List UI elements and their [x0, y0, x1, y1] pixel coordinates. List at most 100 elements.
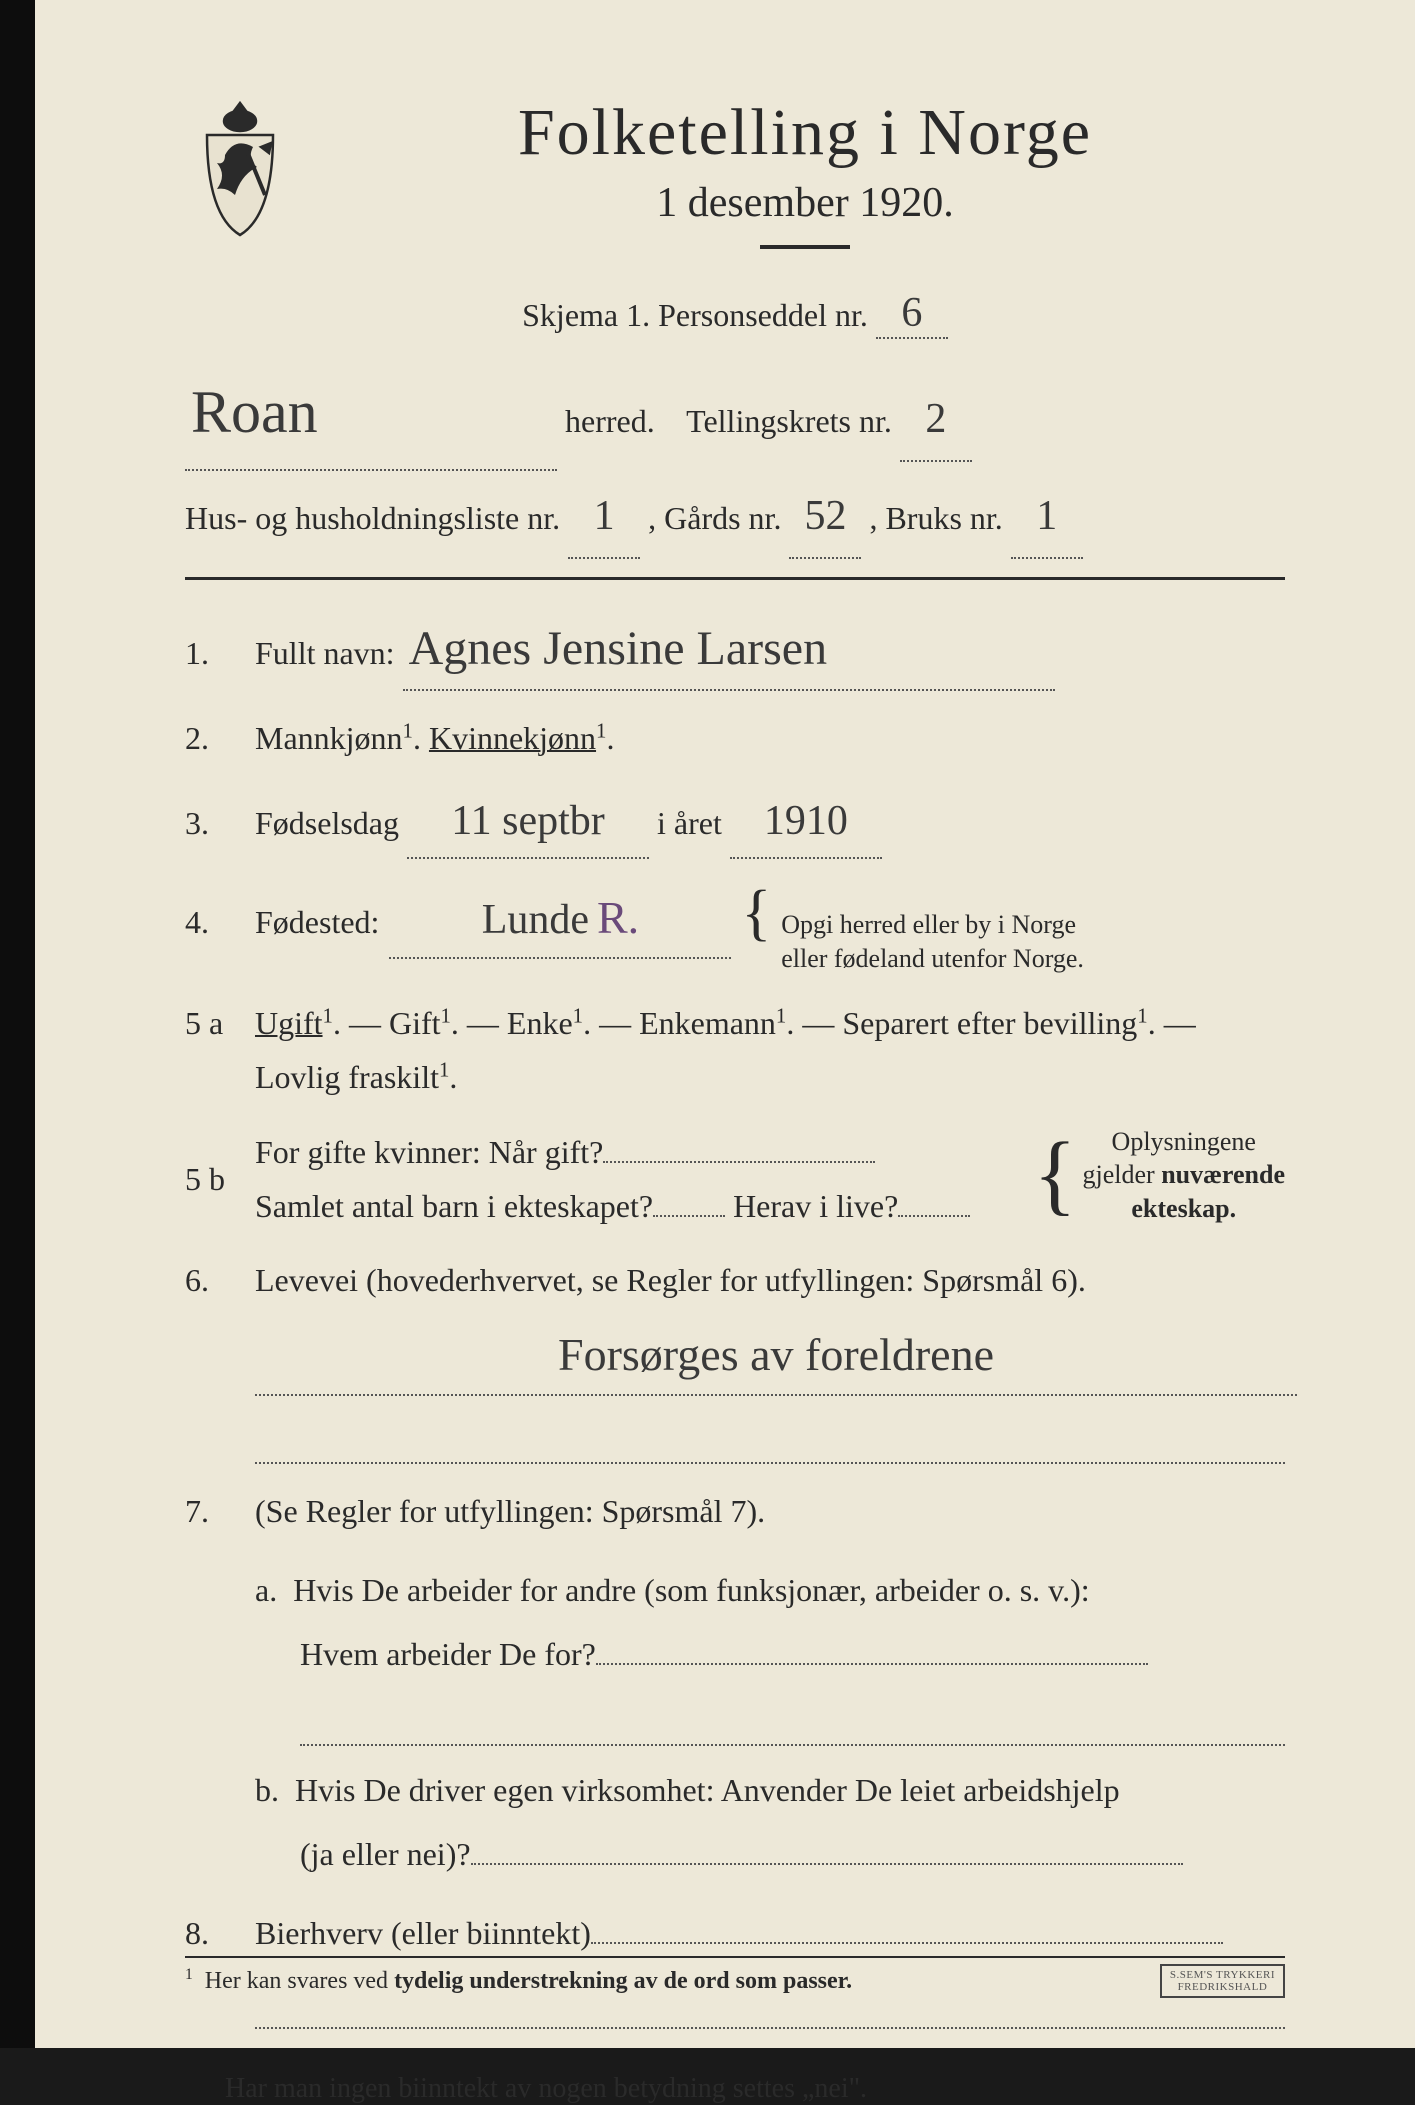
brace-icon: {	[741, 895, 771, 932]
q7a-line2	[300, 1698, 1285, 1746]
husliste-label: Hus- og husholdningsliste nr.	[185, 500, 560, 536]
q5a-enke: Enke	[507, 1005, 573, 1041]
person-nr-field: 6	[876, 289, 948, 339]
q7b-label: b.	[255, 1772, 279, 1808]
gards-label: , Gårds nr.	[648, 500, 781, 536]
q6-field: Forsørges av foreldrene	[255, 1316, 1297, 1396]
q7-label: (Se Regler for utfyllingen: Spørsmål 7).	[255, 1493, 765, 1529]
skjema-line: Skjema 1. Personseddel nr. 6	[185, 289, 1285, 339]
q1-field: Agnes Jensine Larsen	[403, 608, 1055, 692]
q4-num: 4.	[185, 895, 255, 949]
q5a-separert: Separert efter bevilling	[842, 1005, 1137, 1041]
footnote-text: 1 Her kan svares ved tydelig understrekn…	[185, 1966, 852, 1995]
title-block: Folketelling i Norge 1 desember 1920.	[325, 95, 1285, 279]
q5b-l1: For gifte kvinner: Når gift?	[255, 1134, 603, 1170]
brace-icon: {	[1033, 1148, 1076, 1202]
q7a-l2: Hvem arbeider De for?	[300, 1636, 596, 1672]
q3-day-field: 11 septbr	[407, 786, 649, 859]
tellingskrets-nr: 2	[925, 380, 946, 460]
q4-row: 4. Fødested: Lunde R. { Opgi herred elle…	[185, 879, 1285, 976]
stamp-l1: S.SEM'S TRYKKERI	[1170, 1969, 1275, 1981]
q5b-note-l2: gjelder nuværende	[1083, 1160, 1285, 1189]
q7b-l1: Hvis De driver egen virksomhet: Anvender…	[295, 1772, 1120, 1808]
q3-label-a: Fødselsdag	[255, 805, 399, 841]
q7a-l1: Hvis De arbeider for andre (som funksjon…	[293, 1572, 1089, 1608]
footnote-marker: 1	[185, 1966, 193, 1983]
q2-row: 2. Mannkjønn1. Kvinnekjønn1.	[185, 711, 1285, 765]
stamp-l2: FREDRIKSHALD	[1178, 1981, 1268, 1993]
q8-row: 8. Bierhverv (eller biinntekt)	[185, 1906, 1285, 1960]
q7-num: 7.	[185, 1484, 255, 1538]
q8-field	[591, 1942, 1223, 1944]
husliste-line: Hus- og husholdningsliste nr. 1 , Gårds …	[185, 477, 1285, 559]
q7b-block: b. Hvis De driver egen virksomhet: Anven…	[255, 1758, 1285, 1886]
q4-note-l2: eller fødeland utenfor Norge.	[781, 944, 1084, 973]
q5a-ugift: Ugift	[255, 1005, 323, 1041]
q1-num: 1.	[185, 626, 255, 680]
q1-value: Agnes Jensine Larsen	[409, 608, 828, 690]
herred-suffix: herred.	[565, 403, 655, 439]
q2-num: 2.	[185, 711, 255, 765]
gards-nr: 52	[804, 477, 846, 557]
herred-field: Roan	[185, 355, 557, 471]
q6-label: Levevei (hovederhvervet, se Regler for u…	[255, 1262, 1086, 1298]
q1-label: Fullt navn:	[255, 635, 395, 671]
q5a-num: 5 a	[185, 996, 255, 1050]
q8-num: 8.	[185, 1906, 255, 1960]
husliste-nr: 1	[594, 477, 615, 557]
q5a-row: 5 a Ugift1. — Gift1. — Enke1. — Enkemann…	[185, 996, 1285, 1105]
main-title: Folketelling i Norge	[325, 95, 1285, 171]
q7-row: 7. (Se Regler for utfyllingen: Spørsmål …	[185, 1484, 1285, 1538]
coat-of-arms-icon	[185, 95, 295, 240]
q5b-note: Oplysningene gjelder nuværende ekteskap.	[1083, 1125, 1285, 1226]
q6-row: 6. Levevei (hovederhvervet, se Regler fo…	[185, 1253, 1285, 1396]
q6-value: Forsørges av foreldrene	[558, 1316, 994, 1394]
footer-text: Har man ingen biinntekt av nogen betydni…	[185, 2073, 1285, 2105]
q4-note: Opgi herred eller by i Norge eller fødel…	[781, 908, 1084, 976]
q5b-num: 5 b	[185, 1152, 255, 1206]
gards-nr-field: 52	[789, 477, 861, 559]
q7a-field	[596, 1663, 1148, 1665]
divider-1	[185, 577, 1285, 580]
q7a-label: a.	[255, 1572, 277, 1608]
tellingskrets-field: 2	[900, 380, 972, 462]
q2-mann: Mannkjønn	[255, 720, 403, 756]
q4-value: Lunde	[482, 885, 589, 956]
q6-line2	[255, 1416, 1285, 1464]
subtitle: 1 desember 1920.	[325, 179, 1285, 227]
q7a-block: a. Hvis De arbeider for andre (som funks…	[255, 1558, 1285, 1686]
q5b-note-block: { Oplysningene gjelder nuværende ekteska…	[1033, 1125, 1285, 1226]
printer-stamp: S.SEM'S TRYKKERI FREDRIKSHALD	[1160, 1964, 1285, 1998]
q5b-note-l3: ekteskap.	[1131, 1194, 1236, 1223]
herred-line: Roan herred. Tellingskrets nr. 2	[185, 355, 1285, 471]
q3-num: 3.	[185, 796, 255, 850]
q5b-row: 5 b For gifte kvinner: Når gift? { Oplys…	[185, 1125, 1285, 1234]
husliste-nr-field: 1	[568, 477, 640, 559]
q5b-l2b: Herav i live?	[733, 1188, 898, 1224]
herred-name: Roan	[191, 355, 318, 469]
footnote-bar: 1 Her kan svares ved tydelig understrekn…	[185, 1956, 1285, 1998]
person-nr: 6	[901, 289, 922, 337]
q5b-barn-field	[653, 1215, 725, 1217]
title-rule	[760, 245, 850, 249]
census-form-page: Folketelling i Norge 1 desember 1920. Sk…	[0, 0, 1415, 2048]
q4-note-l1: Opgi herred eller by i Norge	[781, 910, 1076, 939]
bruks-nr: 1	[1036, 477, 1057, 557]
q5b-note-l1: Oplysningene	[1112, 1127, 1256, 1156]
q4-label: Fødested:	[255, 895, 379, 949]
q4-field: Lunde R.	[389, 879, 731, 959]
q5b-gift-field	[603, 1161, 875, 1163]
header: Folketelling i Norge 1 desember 1920.	[185, 95, 1285, 279]
q3-year: 1910	[764, 786, 848, 857]
q3-day: 11 septbr	[451, 786, 605, 857]
skjema-label: Skjema 1. Personseddel nr.	[522, 297, 868, 333]
q7b-field	[471, 1863, 1183, 1865]
q5b-l2a: Samlet antal barn i ekteskapet?	[255, 1188, 653, 1224]
q5b-live-field	[898, 1215, 970, 1217]
bruks-nr-field: 1	[1011, 477, 1083, 559]
q1-row: 1. Fullt navn: Agnes Jensine Larsen	[185, 608, 1285, 692]
q4-annotation: R.	[597, 892, 639, 943]
q7b-l2: (ja eller nei)?	[300, 1836, 471, 1872]
q2-kvinne: Kvinnekjønn	[429, 720, 596, 756]
q5a-gift: Gift	[389, 1005, 441, 1041]
